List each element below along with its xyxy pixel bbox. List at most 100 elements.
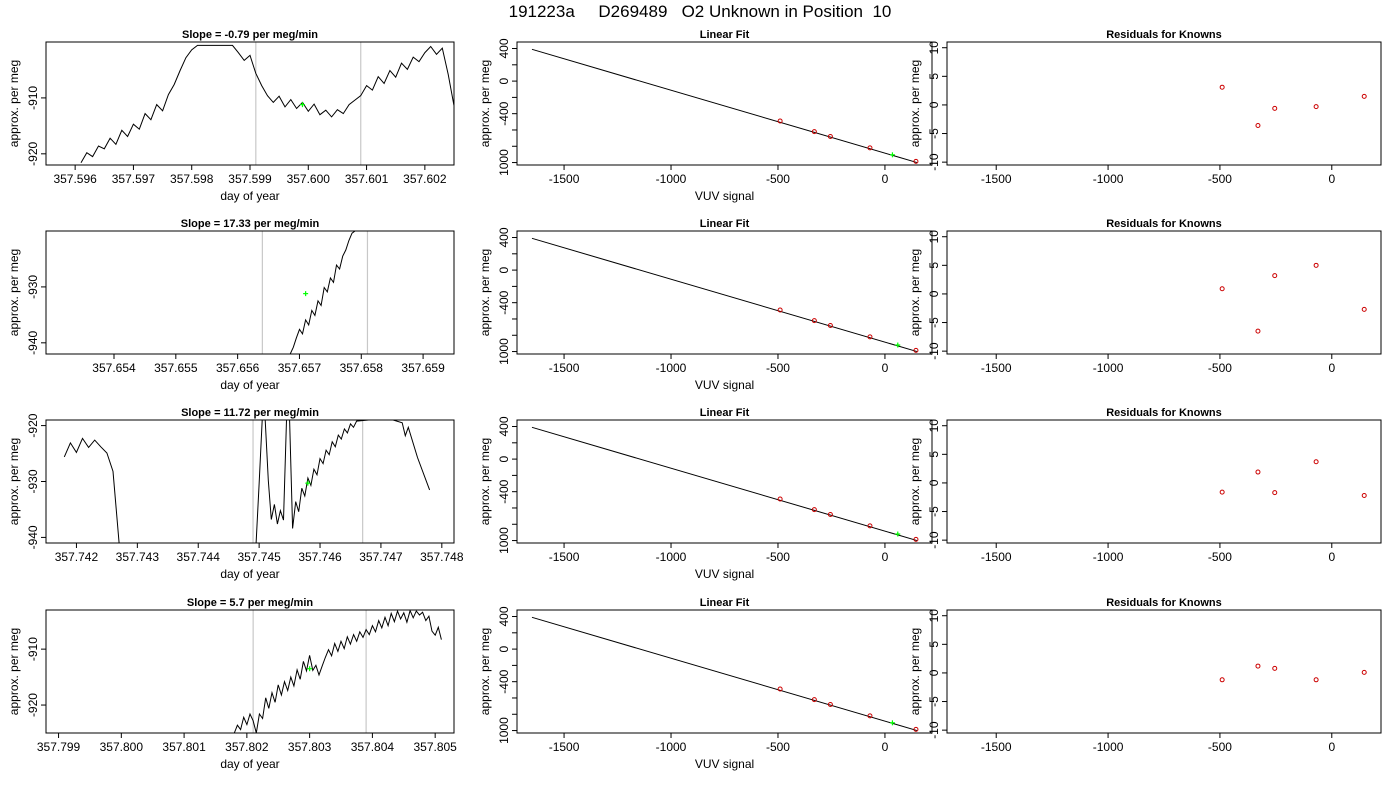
fit-line [531,426,918,542]
plot-area [1219,663,1367,683]
known-point [867,713,873,719]
panel-title: Residuals for Knowns [1106,29,1222,41]
x-tick-label: -500 [1208,550,1232,564]
residual-point [1219,677,1225,683]
known-point [777,496,783,502]
plot-area [531,237,919,353]
plot-frame [946,419,1382,544]
x-tick-label: -1500 [981,361,1012,375]
residual-point [1313,262,1319,268]
panel-4-3: Residuals for Knowns -1500 -1000 -500 0 10 5 0 -… [908,597,1382,754]
x-tick-label: 357.742 [55,550,99,564]
x-tick-label: -1500 [549,550,580,564]
plot-frame [45,419,455,544]
x-tick-label: -1500 [981,740,1012,754]
plot-area [1219,262,1367,334]
panel-title: Residuals for Knowns [1106,407,1222,419]
y-axis-label: approx. per meg [908,60,922,147]
x-tick-label: 357.745 [237,550,281,564]
panel-title: Linear Fit [700,597,750,609]
x-tick-label: 357.799 [37,740,81,754]
x-tick-label: 0 [882,361,889,375]
plot-frame [516,41,933,166]
x-tick-label: 357.656 [216,361,260,375]
signal-trace [63,420,431,543]
y-tick-label: 10 [927,609,941,623]
y-tick-label: -920 [26,693,40,717]
y-tick-label: -930 [26,275,40,299]
x-tick-label: 357.805 [413,740,457,754]
y-tick-label: -940 [26,525,40,549]
y-tick-label: -10 [927,342,941,360]
x-tick-label: -1000 [656,361,687,375]
x-tick-label: -500 [766,172,790,186]
x-tick-label: 357.804 [351,740,395,754]
y-axis-label: approx. per meg [478,249,492,336]
x-tick-label: -1000 [1093,172,1124,186]
x-tick-label: -1500 [549,172,580,186]
y-tick-label: -930 [26,469,40,493]
x-tick-label: -1000 [1093,550,1124,564]
panel-title: Slope = 11.72 per meg/min [181,407,319,419]
y-tick-label: 0 [927,290,941,297]
residual-point [1361,93,1367,99]
known-point [811,318,817,324]
x-tick-label: 357.597 [112,172,156,186]
x-tick-label: 357.747 [359,550,403,564]
x-tick-label: 357.598 [170,172,214,186]
residual-point [1219,84,1225,90]
panel-title: Slope = -0.79 per meg/min [182,29,318,41]
x-tick-label: 357.802 [225,740,269,754]
plot-frame [946,41,1382,166]
fit-line [531,237,918,353]
plot-frame [516,419,933,544]
panel-2-3: Residuals for Knowns -1500 -1000 -500 0 10 5 0 -… [908,218,1382,375]
y-tick-label: -940 [26,330,40,354]
y-tick-label: 10 [927,419,941,433]
y-tick-label: 0 [927,479,941,486]
y-tick-label: -400 [497,290,511,314]
known-point [811,507,817,513]
y-tick-label: -5 [927,696,941,707]
y-tick-label: 0 [497,645,511,652]
plot-frame [45,230,455,355]
signal-trace [233,610,442,733]
panel-title: Residuals for Knowns [1106,597,1222,609]
plot-area [63,420,431,543]
signal-trace [289,231,356,354]
y-tick-label: -920 [26,413,40,437]
residual-point [1313,459,1319,465]
y-axis-label: approx. per meg [7,249,21,336]
panel-title: Slope = 5.7 per meg/min [187,597,314,609]
fit-line [531,48,918,164]
x-tick-label: -500 [766,361,790,375]
x-tick-label: 357.744 [177,550,221,564]
panel-4-1: Slope = 5.7 per meg/min 357.799 357.800 357… [7,597,457,771]
residual-point [1361,306,1367,312]
known-point [827,133,833,139]
plot-frame [946,230,1382,355]
panel-3-3: Residuals for Knowns -1500 -1000 -500 0 10 5 0 -… [908,407,1382,564]
known-point [777,307,783,313]
panel-1-2: Linear Fit -1500 -1000 -500 0 400 0 -400 1000 VUV… [478,29,933,203]
x-tick-label: 357.803 [288,740,332,754]
residual-point [1361,669,1367,675]
panel-title: Slope = 17.33 per meg/min [181,218,320,230]
x-tick-label: 357.657 [278,361,322,375]
y-axis-label: approx. per meg [908,438,922,525]
panel-4-2: Linear Fit -1500 -1000 -500 0 400 0 -400 1000 VUV… [478,597,933,771]
y-tick-label: -400 [497,101,511,125]
y-tick-label: -400 [497,479,511,503]
fit-line [531,616,918,732]
plot-area [233,610,442,733]
x-tick-label: -1000 [656,740,687,754]
y-axis-label: approx. per meg [7,60,21,147]
panel-3-1: Slope = 11.72 per meg/min 357.742 357.743 3… [7,407,464,581]
plot-area [531,48,919,164]
residual-point [1272,665,1278,671]
x-tick-label: 0 [882,550,889,564]
x-tick-label: 357.748 [420,550,464,564]
x-tick-label: 357.801 [162,740,206,754]
plot-frame [516,230,933,355]
